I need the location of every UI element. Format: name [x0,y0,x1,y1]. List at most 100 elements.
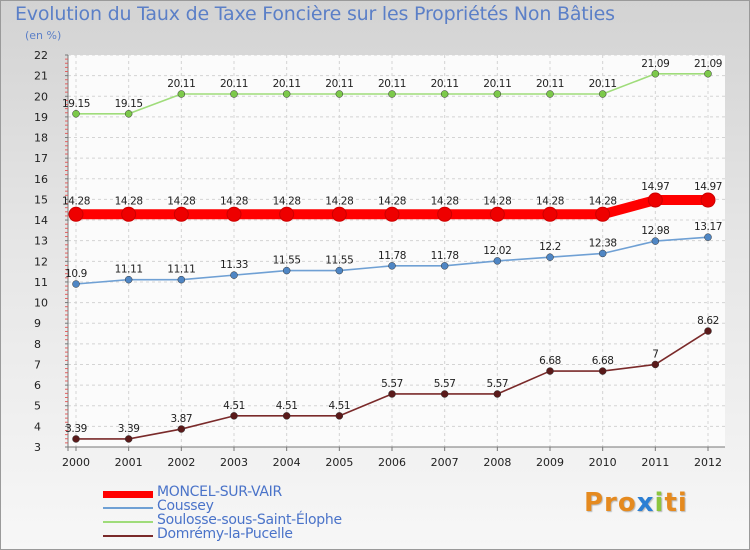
data-point-domr-my-la-pucelle [440,390,449,398]
data-point-coussey [282,266,291,275]
logo-part: ti [664,488,688,518]
data-label-moncel-sur-vair: 14.28 [325,195,353,207]
x-tick-label: 2008 [483,456,511,469]
data-label-soulosse-sous-saint-lophe: 20.11 [589,78,617,90]
data-label-moncel-sur-vair: 14.28 [220,195,248,207]
data-point-soulosse-sous-saint-lophe [388,90,396,98]
data-point-moncel-sur-vair [173,206,189,222]
data-point-coussey [493,257,502,265]
data-point-coussey [335,266,344,275]
data-label-coussey: 11.78 [431,250,459,262]
data-label-coussey: 11.55 [325,255,353,267]
data-point-soulosse-sous-saint-lophe [546,90,554,98]
data-point-soulosse-sous-saint-lophe [335,90,344,98]
y-tick-label: 14 [34,214,48,227]
x-tick-label: 2006 [378,456,406,469]
logo-part: Pro [584,488,637,518]
legend-swatch [103,535,153,537]
data-label-domr-my-la-pucelle: 5.57 [486,378,508,390]
data-point-coussey [388,262,396,270]
data-point-moncel-sur-vair [121,206,137,222]
legend-item-moncel-sur-vair: MONCEL-SUR-VAIR [103,484,423,501]
legend-label: Coussey [157,498,214,514]
data-point-soulosse-sous-saint-lophe [230,90,238,98]
data-point-domr-my-la-pucelle [282,412,291,420]
data-point-coussey [230,271,238,279]
logo-part: i [654,488,665,518]
legend-label: Domrémy-la-Pucelle [157,526,293,542]
data-label-soulosse-sous-saint-lophe: 20.11 [273,78,301,90]
legend-swatch [103,507,153,509]
y-tick-label: 8 [34,338,41,351]
data-label-soulosse-sous-saint-lophe: 20.11 [325,78,353,90]
data-point-domr-my-la-pucelle [72,435,80,443]
data-point-soulosse-sous-saint-lophe [493,90,502,98]
data-point-domr-my-la-pucelle [598,367,607,375]
data-point-coussey [440,262,449,270]
data-label-soulosse-sous-saint-lophe: 20.11 [431,78,459,90]
legend-label: Soulosse-sous-Saint-Élophe [157,512,342,528]
data-label-moncel-sur-vair: 14.28 [483,195,511,207]
data-label-domr-my-la-pucelle: 4.51 [328,400,350,412]
data-point-moncel-sur-vair [595,206,611,222]
data-label-moncel-sur-vair: 14.28 [62,195,90,207]
x-tick-label: 2009 [536,456,564,469]
data-label-domr-my-la-pucelle: 5.57 [434,378,456,390]
x-tick-label: 2001 [115,456,143,469]
y-tick-label: 22 [34,49,48,62]
legend: MONCEL-SUR-VAIR Coussey Soulosse-sous-Sain… [103,484,423,543]
data-label-moncel-sur-vair: 14.28 [431,195,459,207]
data-point-moncel-sur-vair [68,206,84,222]
data-label-coussey: 12.98 [641,225,669,237]
x-tick-label: 2007 [431,456,459,469]
data-label-moncel-sur-vair: 14.97 [641,181,669,193]
legend-swatch [103,490,153,498]
data-point-soulosse-sous-saint-lophe [704,70,712,78]
data-label-domr-my-la-pucelle: 5.57 [381,378,403,390]
data-label-soulosse-sous-saint-lophe: 19.15 [115,98,143,110]
x-tick-label: 2005 [325,456,353,469]
data-label-soulosse-sous-saint-lophe: 20.11 [483,78,511,90]
data-label-domr-my-la-pucelle: 6.68 [539,355,561,367]
data-point-domr-my-la-pucelle [124,435,133,443]
y-tick-label: 10 [34,297,48,310]
x-tick-label: 2000 [62,456,90,469]
data-label-coussey: 13.17 [694,221,722,233]
data-point-moncel-sur-vair [647,192,663,208]
y-tick-label: 11 [34,276,48,289]
y-tick-label: 3 [34,441,41,454]
data-label-domr-my-la-pucelle: 3.39 [118,423,140,435]
data-point-moncel-sur-vair [226,206,242,222]
y-tick-label: 12 [34,255,48,268]
data-point-moncel-sur-vair [700,192,716,208]
data-label-soulosse-sous-saint-lophe: 20.11 [536,78,564,90]
data-point-coussey [651,237,660,245]
x-tick-label: 2012 [694,456,722,469]
data-point-coussey [177,275,186,284]
y-tick-label: 17 [34,152,48,165]
data-label-coussey: 11.11 [167,264,195,276]
x-tick-label: 2010 [589,456,617,469]
data-label-soulosse-sous-saint-lophe: 19.15 [62,98,90,110]
data-point-coussey [124,275,133,284]
data-point-soulosse-sous-saint-lophe [598,90,607,98]
proxiti-logo: Proxiti [584,488,688,518]
x-tick-label: 2004 [273,456,301,469]
data-label-coussey: 12.2 [539,241,561,253]
data-label-domr-my-la-pucelle: 8.62 [697,315,719,327]
data-label-coussey: 11.33 [220,259,248,271]
logo-part: x [636,488,655,518]
data-point-soulosse-sous-saint-lophe [282,90,291,98]
data-label-soulosse-sous-saint-lophe: 20.11 [378,78,406,90]
y-tick-label: 15 [34,193,48,206]
data-label-coussey: 11.55 [273,255,301,267]
data-label-moncel-sur-vair: 14.28 [115,195,143,207]
data-point-soulosse-sous-saint-lophe [177,90,186,98]
data-point-soulosse-sous-saint-lophe [72,110,80,118]
y-tick-label: 7 [34,358,41,371]
data-point-domr-my-la-pucelle [704,327,712,335]
y-tick-label: 20 [34,90,48,103]
chart-subtitle: (en %) [25,29,62,42]
data-label-coussey: 11.11 [115,264,143,276]
